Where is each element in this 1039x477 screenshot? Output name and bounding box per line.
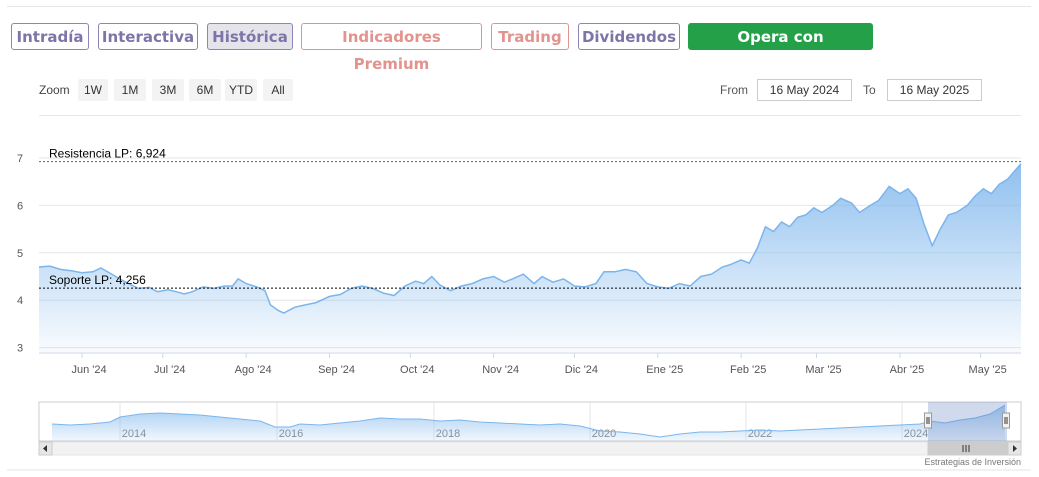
x-tick-label: Abr '25 [890, 364, 925, 376]
x-tick-label: Feb '25 [730, 364, 766, 376]
to-label: To [863, 83, 876, 97]
x-tick-label: Mar '25 [805, 364, 841, 376]
tab-interactiva[interactable]: Interactiva [98, 23, 198, 50]
scrollbar-thumb [927, 441, 1009, 456]
range-divider [39, 115, 1021, 116]
scrollbar-track [38, 441, 1022, 456]
y-tick-label: 6 [17, 200, 23, 212]
navigator-right-handle [1002, 412, 1010, 429]
series-line [38, 163, 1022, 314]
zoom-1m-button[interactable]: 1M [114, 79, 146, 101]
zoom-ytd-button[interactable]: YTD [225, 79, 257, 101]
zoom-6m-button[interactable]: 6M [189, 79, 221, 101]
scroll-right-arrow-icon [1013, 445, 1017, 452]
navigator-line [51, 404, 1006, 438]
navigator-selection [928, 402, 1007, 441]
x-tick-label: May '25 [969, 364, 1007, 376]
y-tick-label: 4 [17, 295, 23, 307]
from-label: From [720, 83, 748, 97]
x-tick-label: Ago '24 [235, 364, 272, 376]
resistance-label: Resistencia LP: 6,924 [49, 147, 166, 161]
tab-dividendos[interactable]: Dividendos [578, 23, 680, 50]
navigator-left-handle [924, 412, 932, 429]
x-tick-label: Nov '24 [482, 364, 519, 376]
from-date-input[interactable]: 16 May 2024 [757, 79, 852, 101]
opera-freedom24-button[interactable]: Opera con Freedom24 [688, 23, 873, 73]
x-tick-label: Dic '24 [565, 364, 598, 376]
zoom-all-button[interactable]: All [263, 79, 293, 101]
x-tick-label: Oct '24 [400, 364, 435, 376]
tab-trading[interactable]: Trading [491, 23, 569, 50]
y-tick-label: 5 [17, 248, 23, 260]
tab-intradia[interactable]: Intradía [11, 23, 89, 50]
tab-indicadores-premium[interactable]: Indicadores Premium [301, 23, 482, 73]
tab-historica[interactable]: Histórica [207, 23, 293, 50]
zoom-3m-button[interactable]: 3M [152, 79, 184, 101]
x-tick-label: Jul '24 [154, 364, 185, 376]
series-area [39, 163, 1021, 352]
zoom-1w-button[interactable]: 1W [78, 79, 108, 101]
y-tick-label: 7 [17, 153, 23, 165]
x-tick-label: Sep '24 [318, 364, 355, 376]
to-date-input[interactable]: 16 May 2025 [887, 79, 982, 101]
support-label: Soporte LP: 4,256 [49, 273, 146, 287]
zoom-label: Zoom [39, 83, 70, 97]
y-tick-label: 3 [17, 343, 23, 355]
credits-text: Estrategias de Inversión [924, 457, 1021, 467]
top-divider [7, 6, 1031, 7]
navigator-area [52, 405, 1005, 441]
x-tick-label: Jun '24 [71, 364, 106, 376]
scroll-left-arrow-icon [43, 445, 47, 452]
x-tick-label: Ene '25 [646, 364, 683, 376]
